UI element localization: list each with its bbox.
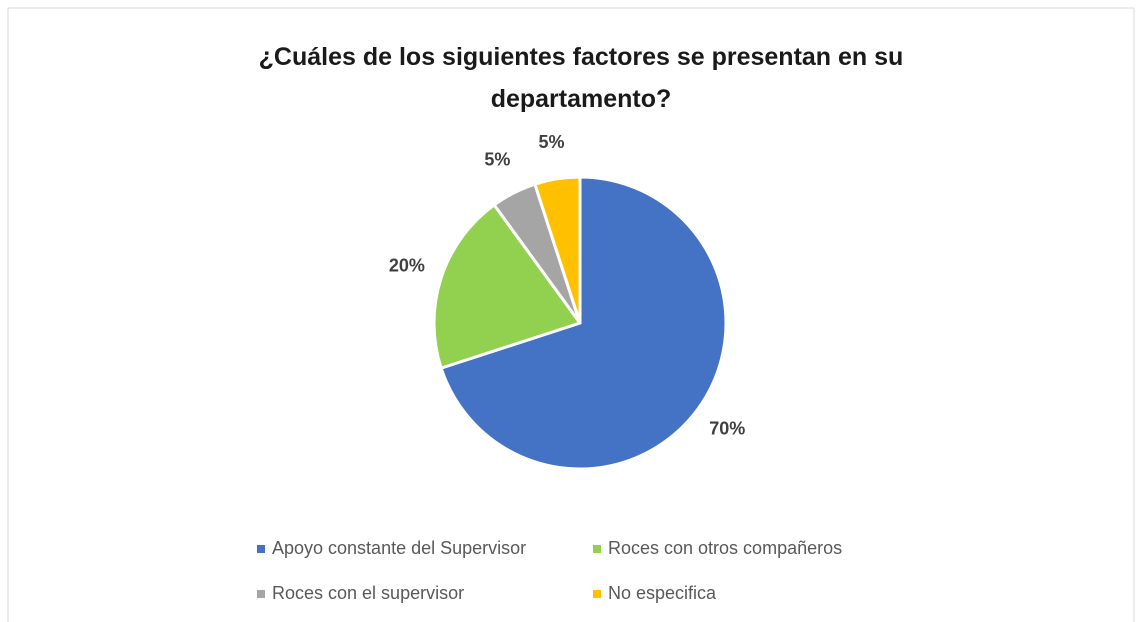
pie-slice <box>533 175 582 325</box>
legend-label: No especifica <box>608 583 717 603</box>
legend-label: Roces con el supervisor <box>272 583 464 603</box>
data-label: 70% <box>709 419 745 439</box>
legend-swatch <box>593 590 601 598</box>
data-label: 5% <box>484 150 510 170</box>
data-label: 20% <box>389 256 425 276</box>
legend-swatch <box>593 545 601 553</box>
legend-label: Apoyo constante del Supervisor <box>272 538 526 558</box>
legend-swatch <box>257 590 265 598</box>
chart-border <box>7 7 1135 622</box>
pie-slice <box>432 203 582 370</box>
chart-title: ¿Cuáles de los siguientes factores se pr… <box>258 43 904 113</box>
legend-label: Roces con otros compañeros <box>608 538 842 558</box>
pie-slice <box>439 175 728 471</box>
legend-swatch <box>257 545 265 553</box>
data-label: 5% <box>539 132 565 152</box>
